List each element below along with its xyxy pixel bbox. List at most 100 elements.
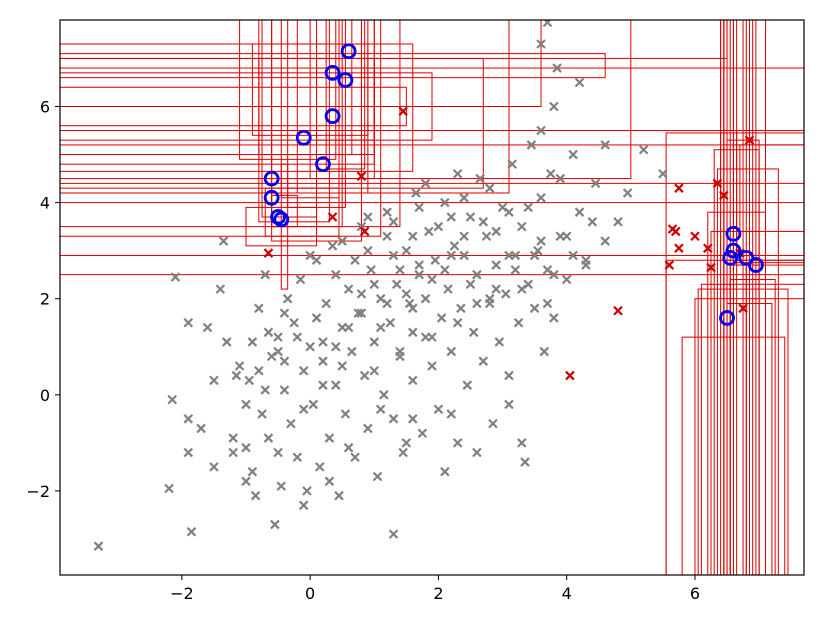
x-marker (590, 178, 601, 189)
x-marker (234, 361, 245, 371)
x-marker (706, 262, 716, 273)
x-marker (427, 332, 437, 342)
circle-marker (725, 225, 742, 242)
x-marker (369, 279, 380, 290)
x-marker (497, 202, 508, 213)
x-marker (363, 212, 373, 222)
x-marker (93, 541, 104, 551)
x-marker (536, 193, 546, 203)
bounding-box (60, 20, 804, 204)
x-marker (529, 250, 540, 261)
x-marker (417, 428, 428, 439)
x-marker (363, 245, 373, 256)
bounding-box (665, 259, 804, 575)
x-marker (658, 168, 668, 179)
x-marker (494, 337, 505, 347)
x-marker (398, 447, 408, 458)
x-marker (414, 269, 424, 280)
x-marker (424, 226, 434, 237)
x-marker (427, 361, 437, 371)
x-marker (440, 466, 450, 477)
x-marker (356, 221, 367, 232)
x-marker (347, 346, 357, 357)
bounding-box (264, 187, 340, 237)
x-marker (446, 250, 457, 261)
bounding-box (60, 20, 728, 59)
x-marker (331, 380, 341, 390)
bounding-box (720, 20, 804, 261)
x-marker (446, 409, 457, 419)
x-marker (523, 279, 533, 290)
circle-marker (337, 72, 354, 88)
x-marker (276, 481, 287, 491)
x-marker (459, 193, 469, 203)
bounding-box (729, 264, 747, 575)
x-marker (459, 231, 469, 242)
x-marker (500, 289, 511, 299)
x-marker (183, 317, 194, 328)
x-marker (484, 183, 495, 193)
x-marker (273, 332, 283, 342)
x-marker (712, 178, 723, 189)
x-marker (196, 423, 206, 434)
x-marker (738, 303, 748, 314)
bounding-box (60, 20, 804, 184)
x-tick-label: 4 (562, 584, 572, 603)
x-marker (574, 77, 585, 88)
x-marker (552, 63, 562, 73)
x-marker (314, 462, 325, 472)
x-marker (414, 260, 424, 270)
x-marker (244, 375, 254, 386)
x-marker (273, 346, 283, 357)
x-marker (382, 231, 392, 242)
bounding-box (261, 20, 318, 218)
x-marker (369, 366, 380, 376)
bounding-box (726, 20, 757, 575)
x-marker (270, 519, 280, 530)
bounding-box (732, 144, 804, 266)
x-marker (529, 303, 540, 314)
x-marker (443, 284, 453, 294)
x-marker (164, 483, 174, 494)
x-marker (343, 442, 354, 453)
x-marker (549, 269, 559, 280)
x-marker (542, 298, 553, 309)
x-marker (433, 404, 444, 414)
x-marker (343, 284, 354, 294)
x-marker (250, 490, 261, 501)
x-tick-label: 6 (690, 584, 700, 603)
bounding-box (60, 20, 401, 228)
x-marker (440, 265, 450, 275)
x-marker (350, 452, 360, 463)
bounding-box (694, 298, 804, 575)
x-marker (523, 202, 533, 213)
bounding-box (697, 288, 789, 575)
x-marker (186, 526, 197, 537)
x-marker (491, 260, 501, 270)
x-marker (407, 303, 418, 314)
x-marker (411, 188, 421, 198)
x-marker (170, 272, 181, 282)
bounding-box (245, 206, 318, 247)
bounding-box (325, 20, 366, 170)
x-marker (549, 101, 559, 112)
x-marker (337, 361, 347, 371)
x-marker (318, 380, 328, 390)
bounding-box (60, 20, 804, 132)
bounding-box (710, 230, 760, 575)
x-marker (568, 250, 578, 261)
x-marker (263, 248, 274, 258)
bounding-box (60, 20, 804, 146)
x-marker (209, 375, 219, 386)
x-marker (298, 500, 309, 511)
x-marker (375, 293, 386, 304)
x-marker (366, 265, 376, 275)
x-marker (407, 414, 418, 424)
x-marker (507, 159, 517, 169)
x-marker (638, 144, 649, 155)
x-marker (369, 337, 380, 347)
bounding-box (732, 20, 747, 575)
x-marker (404, 298, 415, 309)
x-marker (613, 217, 623, 227)
x-marker (289, 317, 299, 328)
